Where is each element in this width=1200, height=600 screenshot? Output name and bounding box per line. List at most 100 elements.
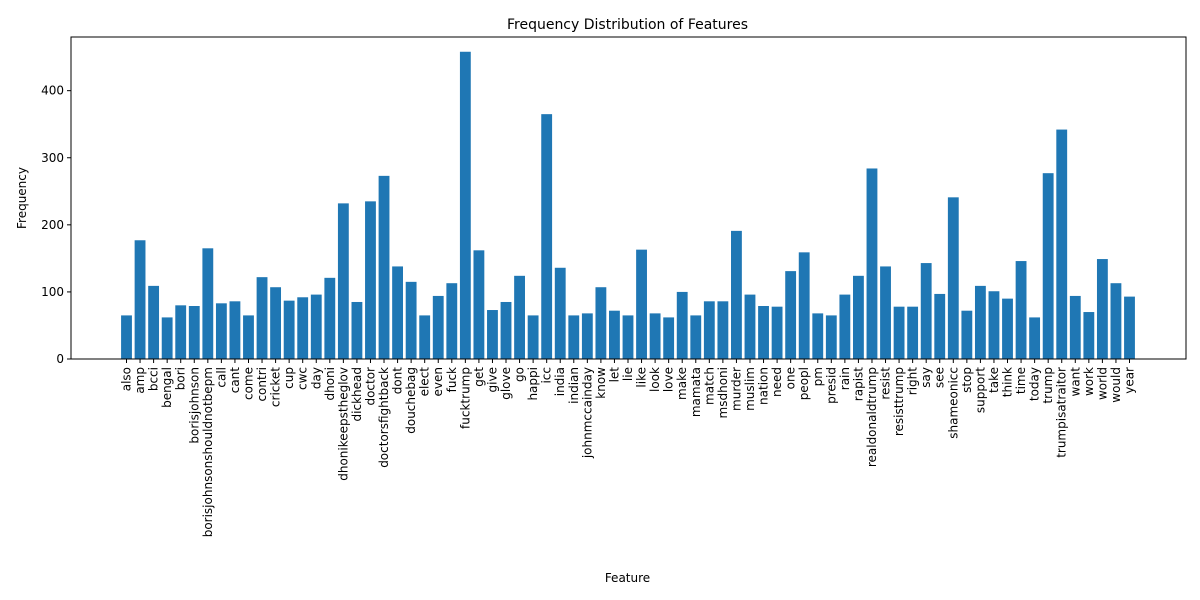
bar-bcci: [148, 285, 160, 359]
x-tick-label: contri: [255, 367, 269, 402]
bar-dhoni: [324, 277, 336, 359]
x-tick-label: also: [120, 367, 134, 391]
bar-contri: [256, 277, 268, 359]
bar-stop: [961, 310, 973, 359]
bar-nation: [758, 306, 769, 359]
bar-bori: [175, 305, 187, 359]
x-tick-label: year: [1123, 367, 1137, 394]
bar-support: [974, 285, 986, 359]
x-tick-label: even: [431, 367, 445, 396]
bar-look: [649, 313, 661, 359]
bar-world: [1096, 259, 1108, 359]
x-tick-label: right: [906, 367, 920, 395]
x-tick-label: day: [309, 367, 323, 389]
x-tick-label: fuck: [445, 367, 459, 392]
chart-title: Frequency Distribution of Features: [507, 17, 748, 33]
x-tick-label: msdhoni: [716, 367, 730, 418]
bar-love: [663, 317, 675, 359]
bar-think: [1002, 298, 1013, 360]
x-tick-label: get: [472, 367, 486, 387]
bar-match: [703, 301, 715, 359]
x-tick-label: dhonikeepstheglov: [336, 367, 350, 481]
bars-group: [121, 51, 1135, 360]
bar-rapist: [853, 275, 864, 359]
x-tick-label: come: [241, 367, 255, 400]
x-tick-label: resisttrump: [892, 367, 906, 436]
x-tick-label: cant: [228, 367, 242, 394]
x-tick-label: one: [784, 367, 798, 389]
bar-see: [934, 293, 946, 359]
x-tick-label: match: [702, 367, 716, 405]
x-tick-label: take: [987, 367, 1001, 393]
bar-trump: [1042, 173, 1054, 359]
bar-bengal: [161, 317, 173, 359]
x-tick-label: doctor: [363, 367, 377, 406]
y-tick-label: 0: [56, 352, 64, 366]
x-tick-label: elect: [418, 367, 432, 397]
x-tick-label: realdonaldtrump: [865, 367, 879, 467]
x-tick-label: dickhead: [350, 367, 364, 421]
x-tick-label: india: [553, 367, 567, 396]
x-tick-label: fucktrump: [458, 367, 472, 429]
bar-day: [310, 294, 322, 359]
x-tick-label: glove: [499, 367, 513, 400]
bar-work: [1083, 312, 1095, 359]
bar-pm: [812, 313, 824, 359]
bar-would: [1110, 283, 1122, 359]
x-tick-label: rapist: [851, 367, 865, 401]
bar-call: [215, 303, 227, 359]
bar-presid: [825, 315, 837, 359]
x-tick-label: want: [1068, 367, 1082, 397]
x-tick-label: world: [1095, 367, 1109, 400]
bar-like: [636, 249, 647, 359]
x-tick-label: trumpisatraitor: [1055, 367, 1069, 458]
bar-mamata: [690, 315, 702, 359]
bar-india: [554, 267, 566, 359]
bar-resist: [880, 266, 891, 359]
plot-frame: [70, 36, 1187, 360]
bar-doctor: [365, 201, 376, 359]
y-tick-label: 400: [41, 84, 64, 98]
bar-douchebag: [405, 281, 417, 359]
x-tick-label: bcci: [147, 367, 161, 391]
bar-doctorsfightback: [378, 175, 390, 359]
x-tick-label: indian: [567, 367, 581, 404]
bar-dickhead: [351, 301, 363, 359]
x-tick-label: bori: [174, 367, 188, 390]
bar-shameonicc: [947, 197, 959, 359]
bar-fuck: [446, 283, 458, 359]
x-tick-label: cup: [282, 367, 296, 389]
x-tick-label: amp: [133, 367, 147, 394]
bar-right: [907, 306, 919, 359]
bar-cant: [229, 301, 241, 359]
x-tick-label: know: [594, 367, 608, 399]
bar-icc: [541, 114, 553, 360]
x-tick-label: love: [662, 367, 676, 392]
x-tick-label: look: [648, 367, 662, 392]
bar-borisjohnson: [188, 306, 200, 359]
y-tick-label: 200: [41, 218, 64, 232]
x-tick-label: bengal: [160, 367, 174, 408]
x-tick-label: dhoni: [323, 367, 337, 401]
x-tick-label: see: [933, 367, 947, 388]
x-tick-label: shameonicc: [946, 367, 960, 439]
x-tick-label: lie: [621, 367, 635, 381]
x-tick-label: would: [1109, 367, 1123, 403]
bar-lie: [622, 315, 634, 359]
x-tick-label: cricket: [269, 367, 283, 407]
bar-cup: [283, 300, 295, 359]
bar-give: [487, 310, 498, 359]
bar-say: [920, 263, 932, 359]
bar-fucktrump: [459, 51, 471, 359]
x-tick-label: icc: [540, 367, 554, 384]
x-tick-label: happi: [526, 367, 540, 401]
x-tick-label: murder: [729, 367, 743, 411]
bar-cricket: [270, 287, 282, 359]
bar-want: [1069, 295, 1081, 359]
x-tick-label: nation: [757, 367, 771, 405]
x-tick-label: like: [635, 367, 649, 388]
x-tick-label: give: [485, 367, 499, 392]
bar-get: [473, 250, 485, 359]
x-tick-label: call: [214, 367, 228, 388]
x-tick-label: go: [513, 367, 527, 382]
